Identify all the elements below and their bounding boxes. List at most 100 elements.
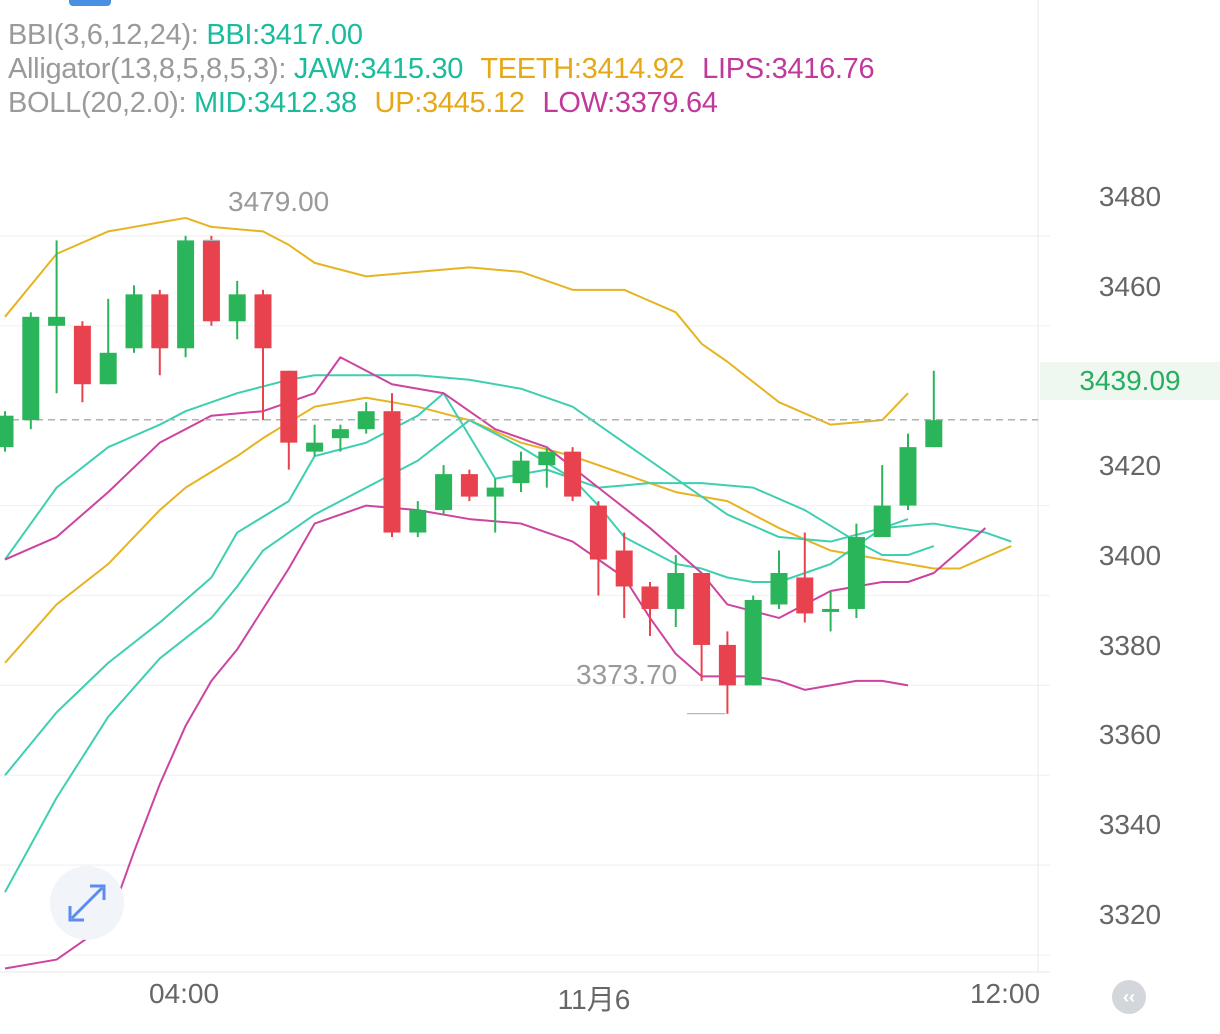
candle xyxy=(48,240,66,394)
candle-body xyxy=(0,415,14,448)
candle xyxy=(125,285,143,353)
candle-body xyxy=(615,550,633,587)
candle xyxy=(151,289,169,376)
candle-body xyxy=(847,537,865,609)
candle-body xyxy=(228,294,246,322)
candle-body xyxy=(177,240,195,349)
legend-boll-name: BOLL(20,2.0): xyxy=(8,87,187,119)
price-axis-label: 3360 xyxy=(1098,719,1162,750)
candle xyxy=(744,595,762,686)
legend-jaw-value: JAW:3415.30 xyxy=(293,53,464,85)
legend-row-boll: BOLL(20,2.0): MID:3412.38 UP:3445.12 LOW… xyxy=(8,86,884,120)
candle xyxy=(228,280,246,340)
candle-body xyxy=(125,294,143,349)
candle-body xyxy=(331,429,349,439)
indicator-line-teeth xyxy=(4,396,1012,664)
collapse-left-icon[interactable]: ‹‹ xyxy=(1112,980,1146,1014)
candle xyxy=(383,393,401,538)
price-axis-label: 3480 xyxy=(1098,181,1162,212)
indicator-line-mid xyxy=(4,374,1012,561)
candle-body xyxy=(796,577,814,614)
candle-body xyxy=(22,316,40,421)
price-axis-label: 3340 xyxy=(1098,809,1162,840)
candle-body xyxy=(899,447,917,506)
candle-body xyxy=(73,325,91,385)
legend-bbi-name: BBI(3,6,12,24): xyxy=(8,19,199,51)
indicator-line-up xyxy=(4,216,909,426)
low-price-annotation: 3373.70 xyxy=(576,659,678,690)
candle-body xyxy=(641,586,659,609)
candle-body xyxy=(435,474,453,511)
high-price-annotation: 3479.00 xyxy=(228,186,330,217)
candle-body xyxy=(409,510,427,533)
candle-body xyxy=(873,505,891,538)
price-axis-label: 3380 xyxy=(1098,630,1162,661)
candle xyxy=(667,555,685,627)
indicator-line-bbi xyxy=(4,392,935,776)
legend-lips-value: LIPS:3416.76 xyxy=(702,53,875,85)
candle-body xyxy=(589,505,607,560)
candle-body xyxy=(718,644,736,686)
candle xyxy=(357,402,375,434)
price-axis-label: 3400 xyxy=(1098,540,1162,571)
legend-mid-value: MID:3412.38 xyxy=(194,87,357,119)
candle xyxy=(0,411,14,452)
candle-body xyxy=(357,411,375,430)
legend-low-value: LOW:3379.64 xyxy=(542,87,718,119)
candle xyxy=(615,532,633,618)
candle xyxy=(306,424,324,457)
expand-arrows-icon[interactable] xyxy=(50,866,124,940)
legend-row-bbi: BBI(3,6,12,24): BBI:3417.00 xyxy=(8,18,884,52)
legend-bbi-value: BBI:3417.00 xyxy=(206,19,363,51)
candle xyxy=(486,478,504,533)
candle xyxy=(925,370,943,448)
price-axis-label: 3320 xyxy=(1098,899,1162,930)
candle-body xyxy=(48,316,66,326)
candle xyxy=(873,465,891,538)
time-axis-label: 11月6 xyxy=(557,984,631,1015)
price-axis-label: 3460 xyxy=(1098,271,1162,302)
candle-body xyxy=(460,474,478,497)
candle xyxy=(177,235,195,358)
candle-body xyxy=(744,599,762,686)
candle-body xyxy=(564,451,582,497)
time-axis-label: 12:00 xyxy=(969,978,1041,1009)
candle-body xyxy=(306,442,324,452)
candle xyxy=(564,447,582,502)
candle-body xyxy=(151,294,169,349)
candle xyxy=(73,321,91,403)
candle-body xyxy=(383,411,401,533)
candle-body xyxy=(99,352,117,385)
candle xyxy=(280,370,298,470)
candle xyxy=(718,631,736,714)
candle-body xyxy=(280,370,298,443)
candle xyxy=(899,433,917,511)
candle-body xyxy=(693,573,711,645)
price-axis-label: 3420 xyxy=(1098,450,1162,481)
candle xyxy=(22,312,40,430)
candle-body xyxy=(822,608,840,612)
candle-body xyxy=(667,573,685,609)
candle xyxy=(435,465,453,515)
candle-body xyxy=(512,460,530,484)
time-axis-label: 04:00 xyxy=(148,978,220,1009)
candle-body xyxy=(925,420,943,448)
candle xyxy=(693,573,711,681)
legend-teeth-value: TEETH:3414.92 xyxy=(480,53,685,85)
candle xyxy=(409,501,427,538)
candle xyxy=(512,451,530,493)
candle xyxy=(460,469,478,502)
candle xyxy=(847,523,865,618)
legend-alligator-name: Alligator(13,8,5,8,5,3): xyxy=(8,53,287,85)
candle xyxy=(202,235,220,326)
candle-body xyxy=(538,451,556,466)
candle-body xyxy=(486,487,504,497)
candle xyxy=(796,532,814,623)
indicator-line-jaw xyxy=(4,419,909,893)
candle-body xyxy=(254,294,272,349)
indicator-legend: BBI(3,6,12,24): BBI:3417.00 Alligator(13… xyxy=(8,18,884,120)
legend-row-alligator: Alligator(13,8,5,8,5,3): JAW:3415.30 TEE… xyxy=(8,52,884,86)
indicator-line-low xyxy=(4,504,909,970)
top-tab-indicator[interactable] xyxy=(69,0,111,6)
